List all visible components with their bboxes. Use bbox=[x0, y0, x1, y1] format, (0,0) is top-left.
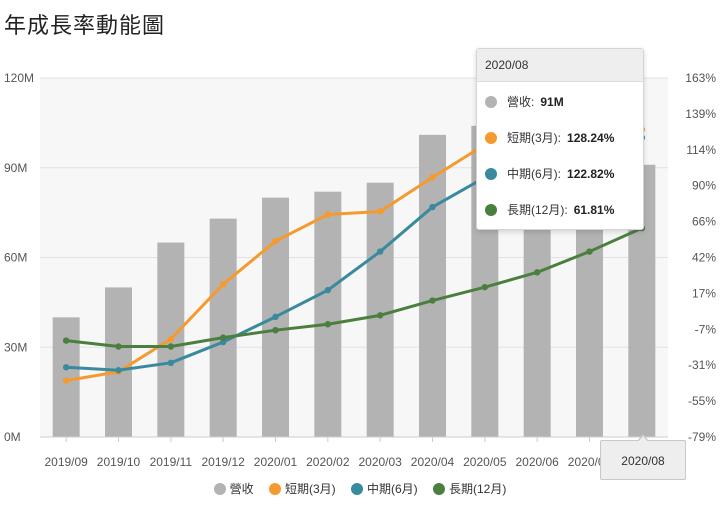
data-tooltip: 2020/08 營收: 91M 短期(3月): 128.24% 中期(6月): 122… bbox=[476, 48, 644, 230]
left-axis-tick-label: 0M bbox=[4, 430, 21, 444]
left-axis-tick-label: 120M bbox=[4, 71, 34, 85]
series-point bbox=[167, 343, 175, 350]
revenue-bar bbox=[314, 191, 342, 437]
tooltip-row-name: 營收 bbox=[507, 94, 532, 109]
left-axis-tick-label: 60M bbox=[4, 251, 27, 265]
series-point bbox=[429, 174, 436, 181]
x-axis-tick-label: 2020/03 bbox=[358, 455, 402, 469]
legend-item-revenue[interactable]: 營收 bbox=[213, 480, 254, 497]
x-axis-tick-label: 2019/11 bbox=[150, 455, 193, 469]
left-axis-tick-label: 90M bbox=[4, 161, 27, 175]
series-point bbox=[272, 237, 279, 245]
tooltip-row-value: 128.24% bbox=[567, 130, 615, 145]
x-axis-tick-label: 2020/01 bbox=[254, 455, 298, 469]
x-hover-text: 2020/08 bbox=[621, 454, 665, 468]
legend-label: 中期(6月) bbox=[367, 482, 418, 496]
mid-term-dot-icon bbox=[485, 167, 497, 180]
tooltip-row-value: 61.81% bbox=[573, 202, 615, 217]
tooltip-row-mid: 中期(6月): 122.82% bbox=[485, 163, 614, 183]
left-axis-tick-label: 30M bbox=[4, 340, 27, 354]
legend-item-short-term[interactable]: 短期(3月) bbox=[268, 480, 336, 497]
series-point bbox=[324, 286, 332, 294]
series-point bbox=[376, 208, 384, 215]
short-term-legend-icon bbox=[268, 482, 281, 495]
x-axis-tick-label: 2019/12 bbox=[201, 455, 245, 469]
series-line bbox=[65, 226, 643, 349]
series-point bbox=[167, 335, 175, 343]
series-point bbox=[219, 281, 227, 288]
right-axis-tick-label: 42% bbox=[692, 251, 716, 265]
revenue-dot-icon bbox=[485, 95, 497, 108]
series-point bbox=[115, 367, 122, 374]
series-point bbox=[272, 313, 279, 321]
revenue-legend-icon bbox=[213, 482, 226, 495]
right-axis-tick-label: -55% bbox=[688, 394, 716, 408]
long-term-dot-icon bbox=[485, 203, 497, 216]
tooltip-row-short: 短期(3月): 128.24% bbox=[485, 127, 614, 147]
series-point bbox=[481, 283, 489, 291]
x-axis-hover-label: 2020/08 bbox=[600, 434, 686, 480]
legend-label: 短期(3月) bbox=[284, 482, 336, 496]
tooltip-row-long: 長期(12月): 61.81% bbox=[485, 199, 614, 219]
x-axis-tick-label: 2020/04 bbox=[411, 455, 455, 469]
tooltip-header: 2020/08 bbox=[477, 49, 643, 82]
series-point bbox=[272, 326, 279, 334]
series-point bbox=[376, 312, 384, 319]
legend-label: 長期(12月) bbox=[449, 482, 507, 496]
series-point bbox=[219, 338, 227, 346]
x-axis-tick-label: 2020/06 bbox=[515, 455, 559, 469]
legend-item-mid-term[interactable]: 中期(6月) bbox=[351, 480, 418, 497]
chart-legend: 營收 短期(3月) 中期(6月) 長期(12月) bbox=[0, 480, 720, 497]
series-point bbox=[533, 269, 541, 276]
tooltip-row-value: 122.82% bbox=[567, 166, 615, 181]
right-axis-tick-label: -31% bbox=[688, 358, 716, 372]
right-axis-tick-label: 114% bbox=[686, 143, 716, 157]
right-axis-tick-label: -79% bbox=[688, 430, 716, 444]
right-axis-tick-label: 139% bbox=[685, 107, 716, 121]
tooltip-row-value: 91M bbox=[540, 94, 564, 109]
right-axis-tick-label: 17% bbox=[692, 286, 716, 300]
right-axis-tick-label: 90% bbox=[692, 179, 716, 193]
revenue-bar bbox=[105, 287, 132, 437]
series-point bbox=[62, 337, 70, 344]
series-point bbox=[62, 364, 70, 371]
x-axis-tick-label: 2020/05 bbox=[463, 455, 507, 469]
x-axis-tick-label: 2019/10 bbox=[97, 455, 141, 469]
series-point bbox=[376, 248, 384, 255]
tooltip-row-name: 長期(12月) bbox=[507, 202, 565, 217]
series-point bbox=[324, 211, 332, 218]
tooltip-row-name: 短期(3月) bbox=[507, 130, 558, 145]
tooltip-row-name: 中期(6月) bbox=[507, 166, 558, 181]
legend-label: 營收 bbox=[229, 482, 254, 496]
series-point bbox=[219, 334, 227, 341]
x-axis-tick-label: 2019/09 bbox=[44, 455, 88, 469]
mid-term-legend-icon bbox=[351, 482, 363, 495]
x-axis-tick-label: 2020/02 bbox=[306, 455, 350, 469]
right-axis-tick-label: 66% bbox=[692, 215, 716, 229]
revenue-bar bbox=[52, 317, 80, 437]
series-point bbox=[115, 343, 122, 350]
series-point bbox=[62, 377, 70, 384]
hover-pointer-fill bbox=[638, 436, 648, 442]
series-point bbox=[167, 359, 175, 367]
page-title: 年成長率動能圖 bbox=[4, 13, 166, 38]
short-term-dot-icon bbox=[485, 131, 497, 144]
right-axis-tick-label: -7% bbox=[695, 322, 717, 336]
long-term-legend-icon bbox=[433, 482, 446, 495]
series-point bbox=[429, 297, 436, 304]
series-point bbox=[429, 203, 436, 211]
tooltip-row-revenue: 營收: 91M bbox=[485, 91, 564, 111]
legend-item-long-term[interactable]: 長期(12月) bbox=[433, 480, 506, 497]
revenue-bar bbox=[209, 218, 237, 437]
series-point bbox=[324, 321, 332, 328]
revenue-bar bbox=[366, 182, 394, 437]
right-axis-tick-label: 163% bbox=[685, 71, 716, 85]
series-point bbox=[586, 248, 593, 255]
revenue-bar bbox=[419, 134, 446, 437]
